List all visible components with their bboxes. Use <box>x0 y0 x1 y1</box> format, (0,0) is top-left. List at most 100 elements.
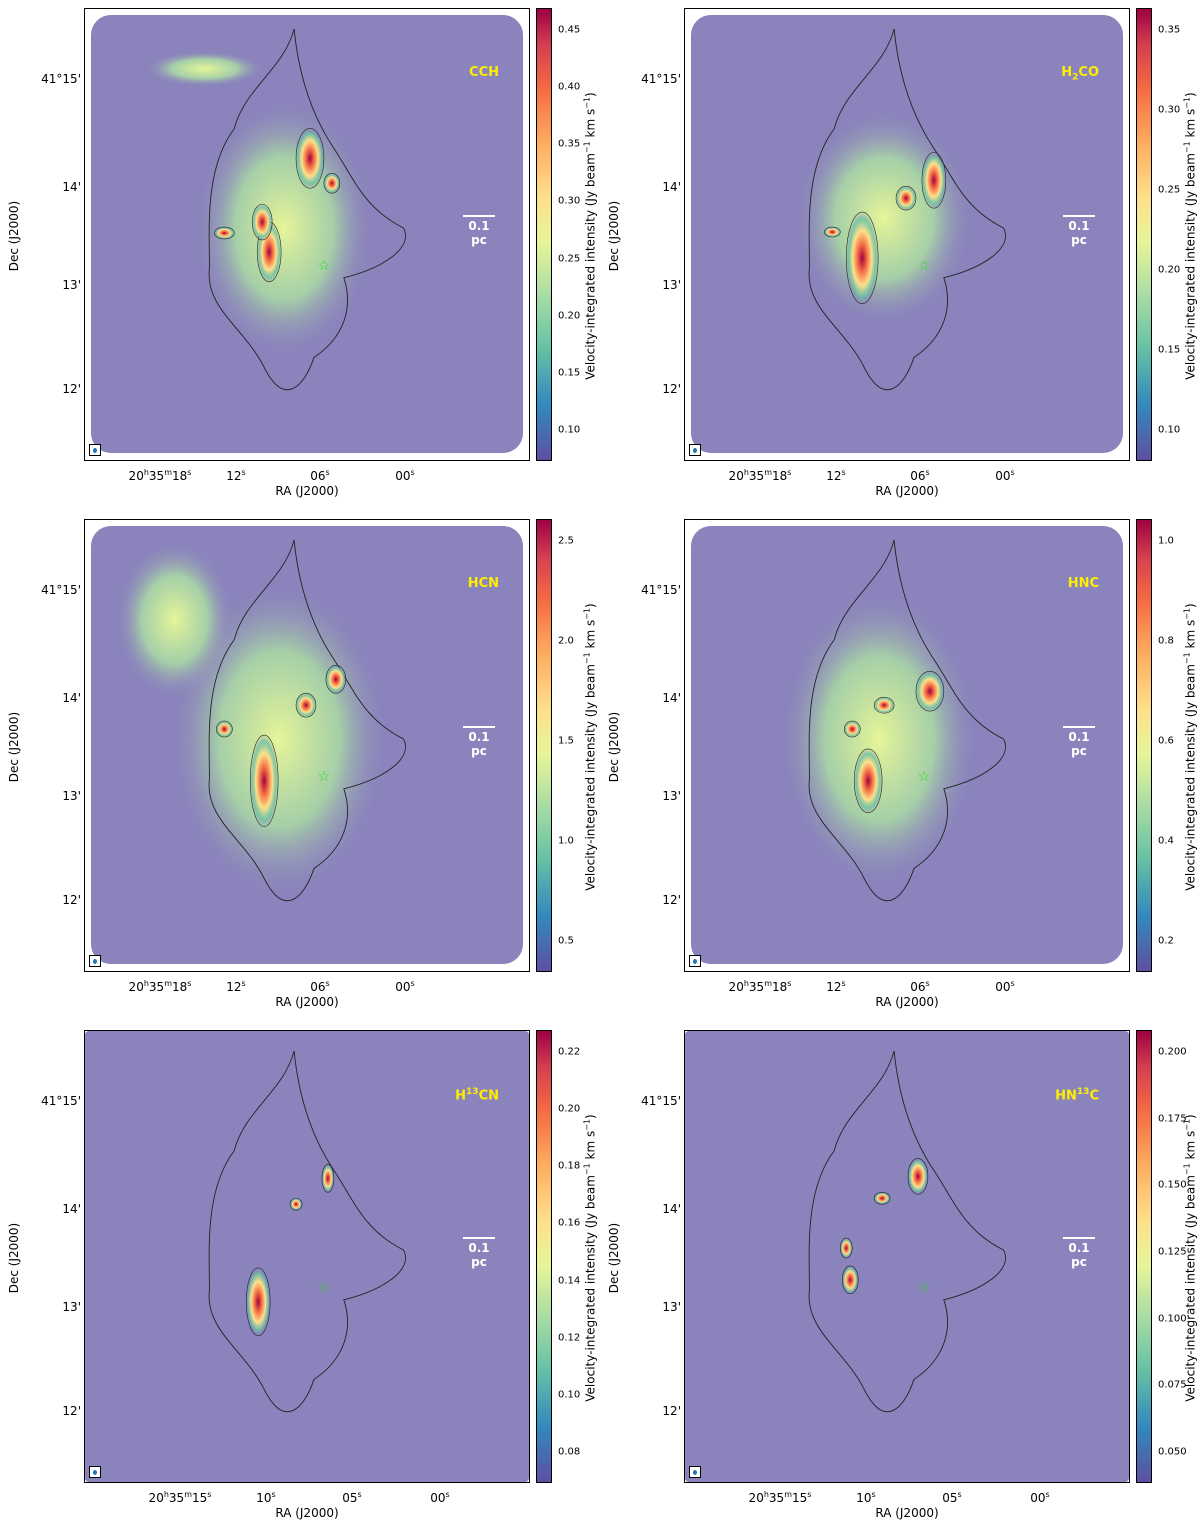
colorbar <box>536 1030 552 1483</box>
ra-tick-label: 20h35m18s <box>728 979 792 994</box>
emission-core <box>251 203 273 241</box>
intensity-map: ☆ <box>690 525 1124 965</box>
colorbar-tick-label: 0.25 <box>1158 184 1181 196</box>
colorbar-tick-label: 0.6 <box>1158 735 1174 747</box>
map-background <box>685 1031 1129 1482</box>
colorbar-tick-label: 0.050 <box>1158 1446 1187 1458</box>
dec-tick-label: 13' <box>62 789 81 803</box>
ra-tick-label: 00s <box>395 468 415 483</box>
colorbar-tick-label: 0.125 <box>1158 1246 1187 1258</box>
colorbar <box>536 8 552 461</box>
colorbar-tick-label: 0.200 <box>1158 1046 1187 1058</box>
ra-tick-label: 06s <box>910 468 930 483</box>
colorbar-label: Velocity-integrated intensity (Jy beam−1… <box>1182 603 1198 891</box>
colorbar-tick-label: 0.20 <box>558 310 581 322</box>
map-panel-6: ☆ HN13C 0.1 pc 41°15' 14' 13' 12' Dec (J2000) 20… <box>600 1022 1200 1533</box>
star-marker-icon: ☆ <box>318 769 330 785</box>
colorbar-tick-label: 0.2 <box>1158 935 1174 947</box>
colorbar-tick-label: 0.075 <box>1158 1379 1187 1391</box>
colorbar-label: Velocity-integrated intensity (Jy beam−1… <box>1182 92 1198 380</box>
emission-core <box>295 692 317 718</box>
y-axis-label: Dec (J2000) <box>607 711 621 783</box>
emission-core <box>907 1158 929 1195</box>
x-axis-label: RA (J2000) <box>875 995 939 1009</box>
star-marker-icon: ☆ <box>318 258 330 274</box>
map-frame: ☆ CCH 0.1 pc <box>84 8 530 461</box>
ra-tick-label: 20h35m18s <box>128 468 192 483</box>
emission-core <box>321 1164 335 1193</box>
colorbar-tick-label: 0.5 <box>558 935 574 947</box>
colorbar-tick-label: 0.30 <box>1158 104 1181 116</box>
colorbar-tick-label: 2.0 <box>558 635 574 647</box>
dec-tick-label: 41°15' <box>41 72 81 86</box>
dec-tick-label: 41°15' <box>641 72 681 86</box>
map-panel-1: ☆ CCH 0.1 pc 41°15' 14' 13' 12' Dec (J2000) 20h3… <box>0 0 600 511</box>
continuum-contour <box>208 539 406 901</box>
continuum-contour <box>808 539 1006 901</box>
dec-tick-label: 12' <box>62 893 81 907</box>
colorbar-tick-label: 0.12 <box>558 1332 581 1344</box>
ra-tick-label: 10s <box>256 1490 276 1505</box>
ra-tick-label: 05s <box>942 1490 962 1505</box>
dec-tick-label: 41°15' <box>641 1094 681 1108</box>
colorbar-tick-label: 0.100 <box>1158 1313 1187 1325</box>
map-panel-3: ☆ HCN 0.1 pc 41°15' 14' 13' 12' Dec (J2000) 20h3… <box>0 511 600 1022</box>
colorbar-tick-label: 0.15 <box>1158 344 1181 356</box>
map-panel-2: ☆ H2CO 0.1 pc 41°15' 14' 13' 12' Dec (J2000) 20h… <box>600 0 1200 511</box>
dec-tick-label: 12' <box>662 1404 681 1418</box>
molecule-label: HNC <box>1067 576 1099 591</box>
star-marker-icon: ☆ <box>318 1280 330 1296</box>
ra-tick-label: 00s <box>430 1490 450 1505</box>
dec-tick-label: 41°15' <box>641 583 681 597</box>
map-panel-4: ☆ HNC 0.1 pc 41°15' 14' 13' 12' Dec (J2000) 20h3… <box>600 511 1200 1022</box>
x-axis-label: RA (J2000) <box>875 484 939 498</box>
dec-tick-label: 13' <box>662 1300 681 1314</box>
emission-core <box>249 734 279 827</box>
colorbar-tick-label: 0.10 <box>558 1389 581 1401</box>
ra-tick-label: 10s <box>856 1490 876 1505</box>
scale-bar: 0.1 pc <box>1059 726 1099 758</box>
emission-core <box>843 720 861 738</box>
colorbar-label: Velocity-integrated intensity (Jy beam−1… <box>582 92 598 380</box>
x-axis-label: RA (J2000) <box>275 1506 339 1520</box>
emission-region <box>794 108 974 328</box>
star-marker-icon: ☆ <box>918 1280 930 1296</box>
colorbar-tick-label: 0.18 <box>558 1160 581 1172</box>
y-axis-label: Dec (J2000) <box>7 1222 21 1294</box>
scale-bar: 0.1 pc <box>459 1237 499 1269</box>
dec-tick-label: 41°15' <box>41 1094 81 1108</box>
ra-tick-label: 12s <box>826 468 846 483</box>
emission-core <box>873 1191 891 1205</box>
emission-core <box>214 226 235 240</box>
ra-tick-label: 12s <box>826 979 846 994</box>
continuum-contour <box>808 28 1006 390</box>
ra-tick-label: 12s <box>226 979 246 994</box>
map-frame: ☆ H2CO 0.1 pc <box>684 8 1130 461</box>
molecule-label: H2CO <box>1061 65 1099 83</box>
emission-region <box>779 589 979 889</box>
colorbar-tick-label: 0.10 <box>1158 424 1181 436</box>
emission-core <box>895 185 917 211</box>
scale-bar-label: 0.1 pc <box>468 219 490 247</box>
dec-tick-label: 14' <box>662 691 681 705</box>
colorbar-tick-label: 0.30 <box>558 195 581 207</box>
beam-ellipse-icon <box>89 955 101 967</box>
dec-tick-label: 13' <box>62 1300 81 1314</box>
colorbar-tick-label: 0.35 <box>558 138 581 150</box>
x-axis-label: RA (J2000) <box>275 995 339 1009</box>
colorbar-tick-label: 2.5 <box>558 535 574 547</box>
dec-tick-label: 12' <box>662 382 681 396</box>
scale-bar-label: 0.1 pc <box>1068 1241 1090 1269</box>
emission-core <box>845 211 879 304</box>
map-panel-5: ☆ H13CN 0.1 pc 41°15' 14' 13' 12' Dec (J2000) 20… <box>0 1022 600 1533</box>
dec-tick-label: 41°15' <box>41 583 81 597</box>
emission-region <box>194 98 374 358</box>
emission-core <box>921 152 947 209</box>
continuum-contour <box>208 28 406 390</box>
molecule-label: CCH <box>469 65 499 80</box>
scale-bar: 0.1 pc <box>459 726 499 758</box>
intensity-map: ☆ <box>90 14 524 454</box>
colorbar-label: Velocity-integrated intensity (Jy beam−1… <box>1182 1114 1198 1402</box>
dec-tick-label: 13' <box>62 278 81 292</box>
ra-tick-label: 00s <box>995 468 1015 483</box>
